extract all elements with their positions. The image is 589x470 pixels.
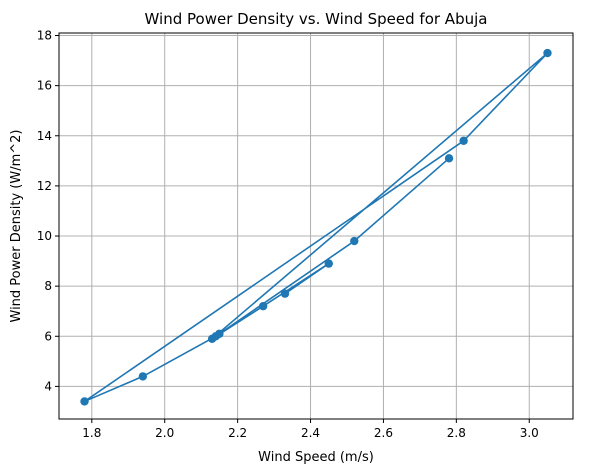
y-axis-ticks: 4 6 8 10 12 14 16 18 [37,29,59,393]
data-point [543,48,552,58]
series-line [83,52,549,403]
data-point [280,289,290,298]
y-tick-label: 8 [44,279,52,293]
y-tick-label: 10 [37,229,52,243]
y-tick-label: 16 [37,79,52,93]
y-tick-label: 6 [44,329,52,343]
data-point [215,329,224,338]
y-tick-label: 14 [37,129,52,143]
x-axis-label: Wind Speed (m/s) [258,450,374,465]
x-tick-label: 3.0 [520,426,539,440]
x-tick-label: 2.6 [374,426,393,440]
data-point [138,372,148,381]
y-axis-label: Wind Power Density (W/m^2) [9,129,24,322]
chart-title: Wind Power Density vs. Wind Speed for Ab… [145,10,488,28]
plot-area [59,33,573,419]
data-point [80,397,89,406]
grid [59,33,573,419]
y-tick-label: 18 [37,29,52,43]
y-tick-label: 12 [37,179,52,193]
data-point [258,302,268,311]
plot-frame [58,32,574,420]
x-tick-label: 2.0 [155,426,174,440]
x-tick-label: 2.4 [301,426,320,440]
x-tick-label: 1.8 [82,426,101,440]
x-tick-label: 2.2 [228,426,247,440]
y-tick-label: 4 [44,379,52,393]
series-layer [80,48,552,406]
data-point [459,136,468,145]
x-axis-ticks: 1.8 2.0 2.2 2.4 2.6 2.8 3.0 [82,419,539,440]
data-point [324,259,333,268]
x-tick-label: 2.8 [447,426,466,440]
data-point [350,236,359,246]
data-point [444,154,454,163]
